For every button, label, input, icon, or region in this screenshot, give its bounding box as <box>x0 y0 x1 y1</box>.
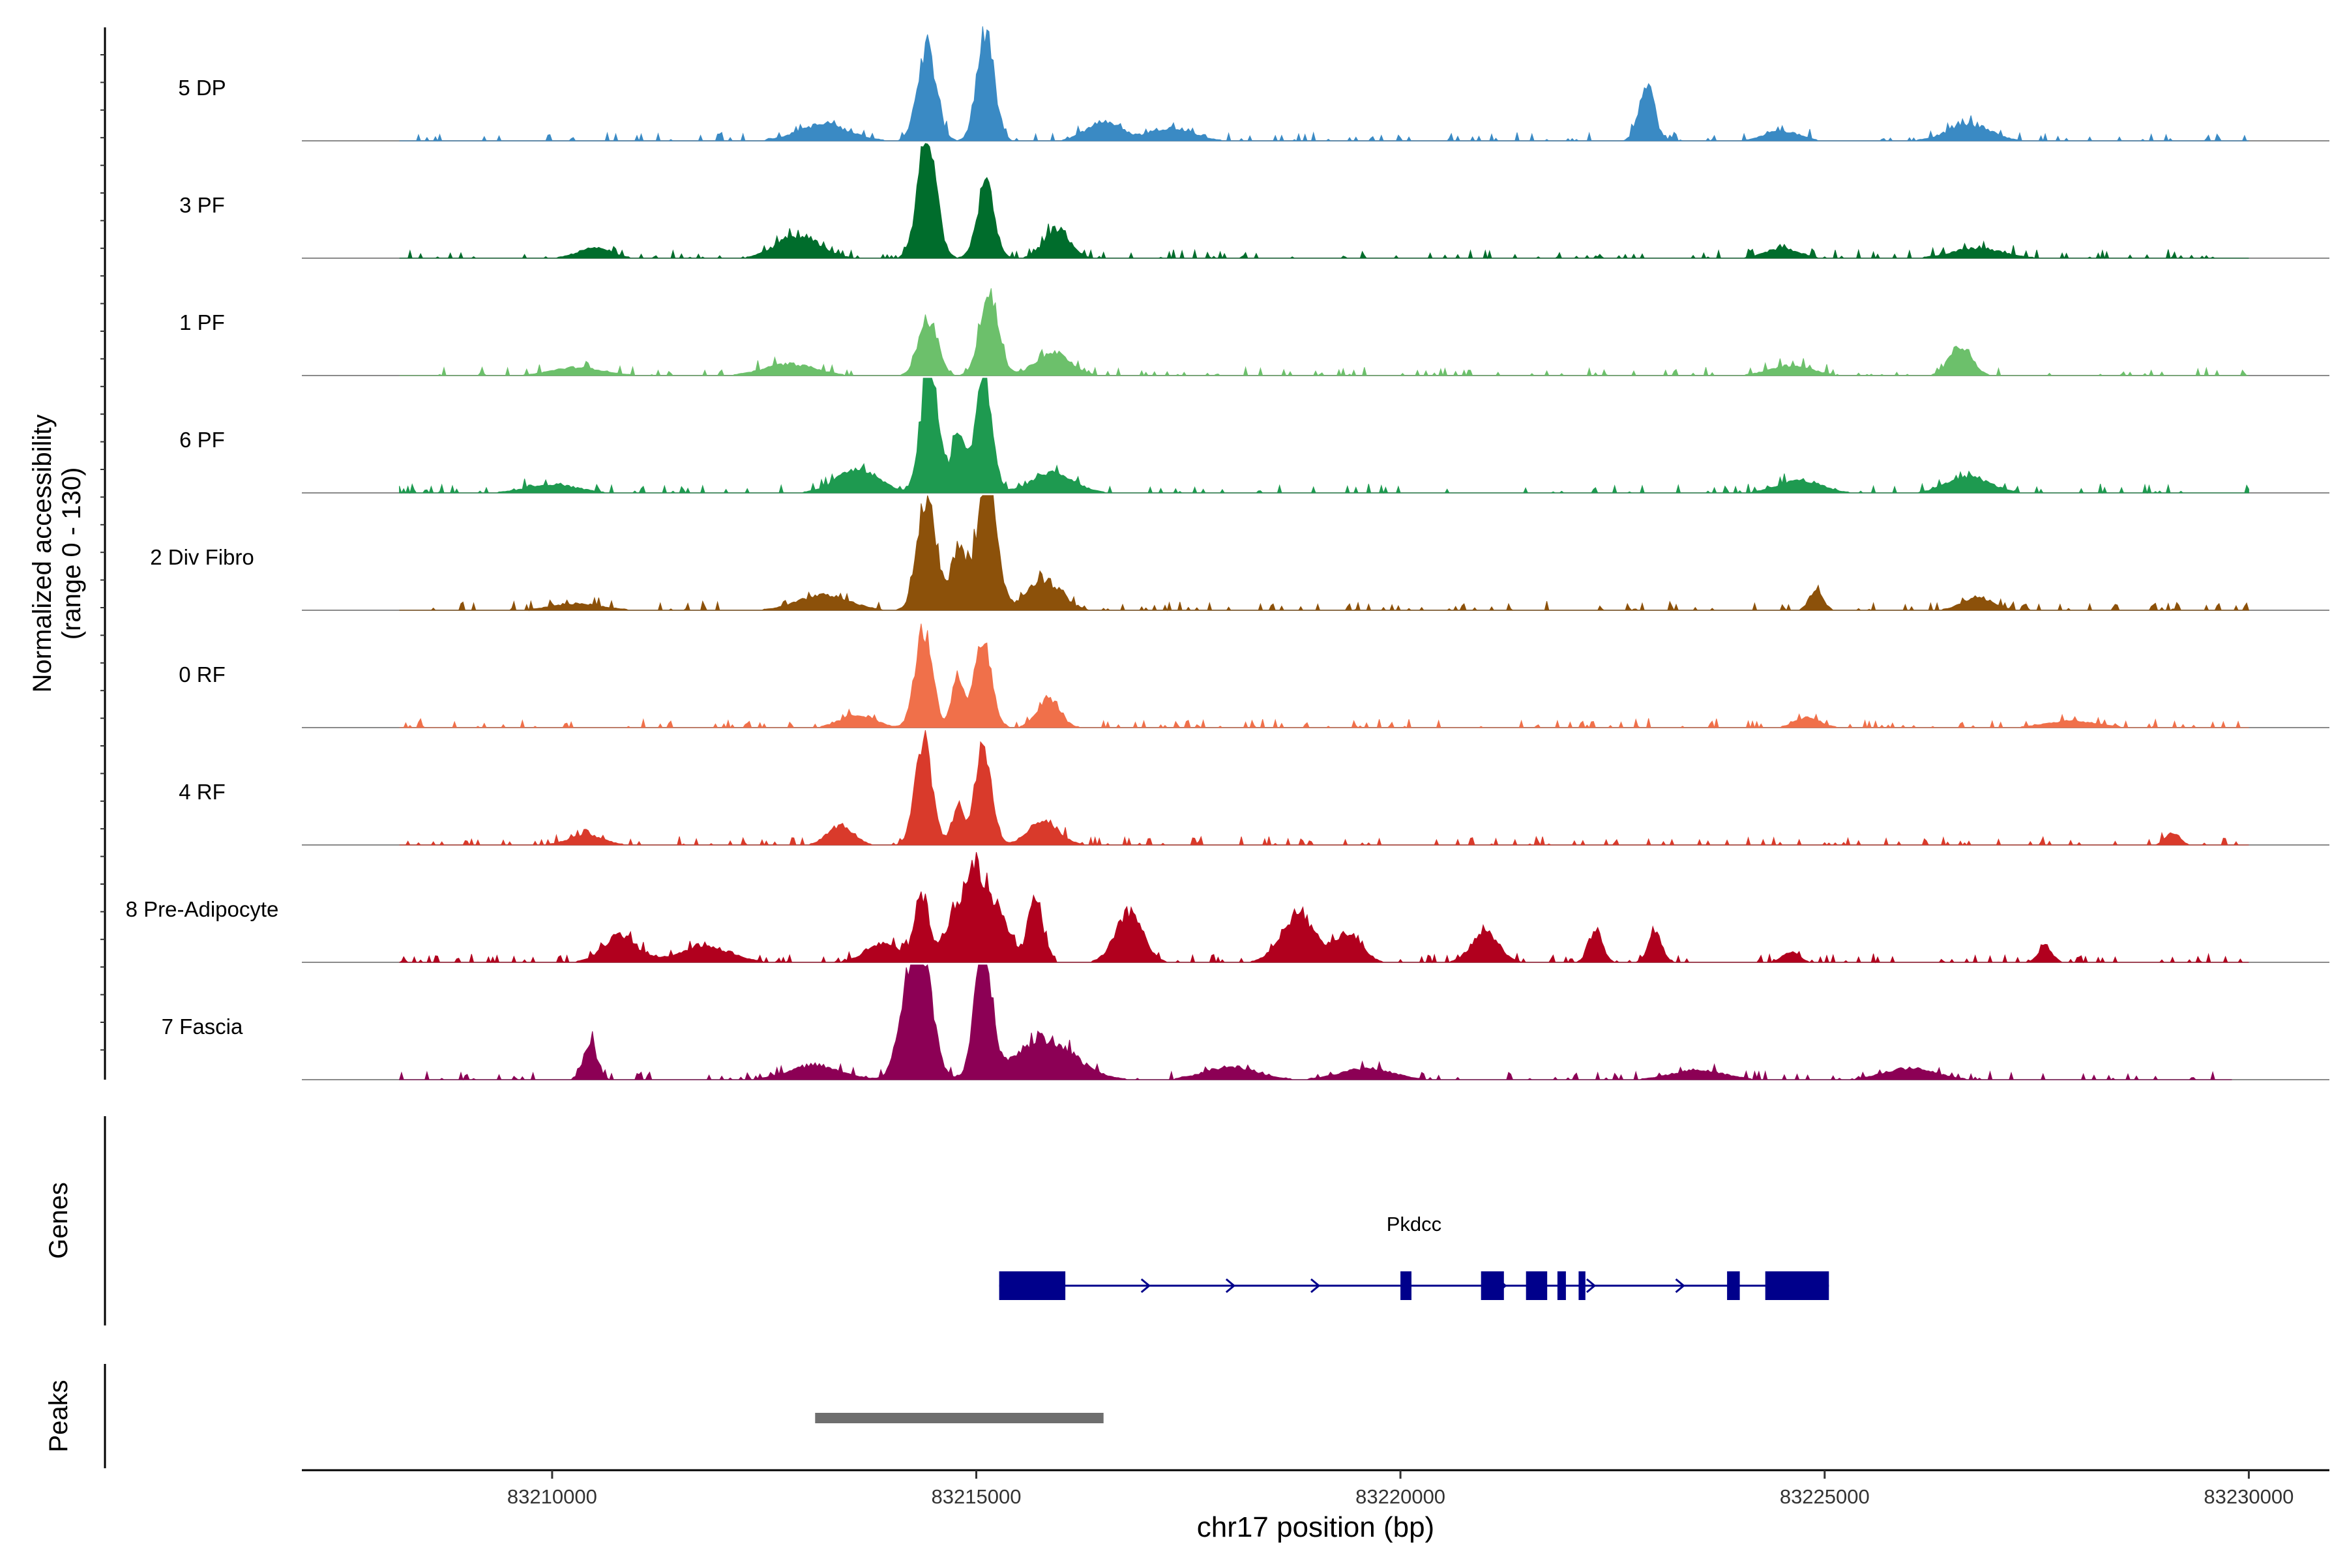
gene-exon <box>1481 1271 1504 1300</box>
x-axis-ticks: 83210000 83215000 83220000 83225000 83230000 <box>507 1470 2294 1508</box>
gene-strand-arrow <box>1586 1278 1597 1294</box>
gene-exon <box>1526 1271 1548 1300</box>
x-tick-label: 83220000 <box>1355 1485 1445 1508</box>
track-6-pf: 6 PF <box>179 377 2329 494</box>
y-axis-title-line1: Normalized accessibility <box>28 415 57 693</box>
gene-exon <box>1557 1271 1566 1300</box>
track-label: 3 PF <box>179 193 225 217</box>
coverage-area <box>399 851 2249 964</box>
gene-strand-arrow <box>1140 1278 1151 1294</box>
x-axis-title: chr17 position (bp) <box>1197 1511 1434 1543</box>
track-0-rf: 0 RF <box>179 623 2329 729</box>
gene-name-label: Pkdcc <box>1387 1213 1441 1235</box>
peaks-panel-label: Peaks <box>44 1380 73 1452</box>
coverage-area <box>399 288 2249 377</box>
track-label: 6 PF <box>179 428 225 452</box>
track-label: 2 Div Fibro <box>150 545 254 569</box>
y-axis-title-group: Normalized accessibility (range 0 - 130) <box>28 415 86 693</box>
gene-exon <box>1765 1271 1829 1300</box>
gene-exon <box>1400 1271 1411 1300</box>
track-5-dp: 5 DP <box>178 26 2329 142</box>
x-tick-label: 83210000 <box>507 1485 597 1508</box>
peak-track <box>815 1413 1104 1423</box>
track-4-rf: 4 RF <box>179 730 2329 846</box>
coverage-area <box>399 495 2250 612</box>
track-label: 8 Pre-Adipocyte <box>126 897 279 921</box>
track-7-fascia: 7 Fascia <box>162 964 2329 1081</box>
track-3-pf: 3 PF <box>179 143 2329 259</box>
gene-exon <box>999 1271 1066 1300</box>
coverage-y-ticks <box>100 54 105 1051</box>
gene-exon <box>1578 1271 1586 1300</box>
gene-strand-arrow <box>1225 1278 1236 1294</box>
track-2-div-fibro: 2 Div Fibro <box>150 495 2329 612</box>
track-label: 4 RF <box>179 780 226 804</box>
gene-exon <box>1727 1271 1740 1300</box>
peak-region <box>815 1413 1104 1423</box>
y-axis-title-line2: (range 0 - 130) <box>57 467 86 640</box>
gene-strand-arrow <box>1310 1278 1321 1294</box>
genes-panel-label: Genes <box>44 1182 73 1259</box>
gene-strand-arrow <box>1675 1278 1685 1294</box>
x-tick-label: 83230000 <box>2204 1485 2294 1508</box>
coverage-area <box>399 377 2249 494</box>
track-label: 0 RF <box>179 662 226 687</box>
coverage-area <box>399 26 2249 142</box>
track-label: 1 PF <box>179 310 225 334</box>
x-tick-label: 83215000 <box>932 1485 1022 1508</box>
coverage-area <box>399 623 2249 729</box>
gene-track: Pkdcc <box>999 1213 1829 1300</box>
track-label: 5 DP <box>178 76 226 100</box>
coverage-area <box>398 964 2232 1081</box>
track-8-pre-adipocyte: 8 Pre-Adipocyte <box>126 851 2329 964</box>
coverage-area <box>399 730 2249 846</box>
track-1-pf: 1 PF <box>179 288 2329 377</box>
coverage-area <box>399 143 2249 259</box>
x-tick-label: 83225000 <box>1780 1485 1870 1508</box>
track-label: 7 Fascia <box>162 1014 243 1039</box>
coverage-tracks: 5 DP 3 PF 1 PF 6 PF 2 Div Fibro 0 RF 4 RF 8 Pre… <box>126 26 2329 1081</box>
